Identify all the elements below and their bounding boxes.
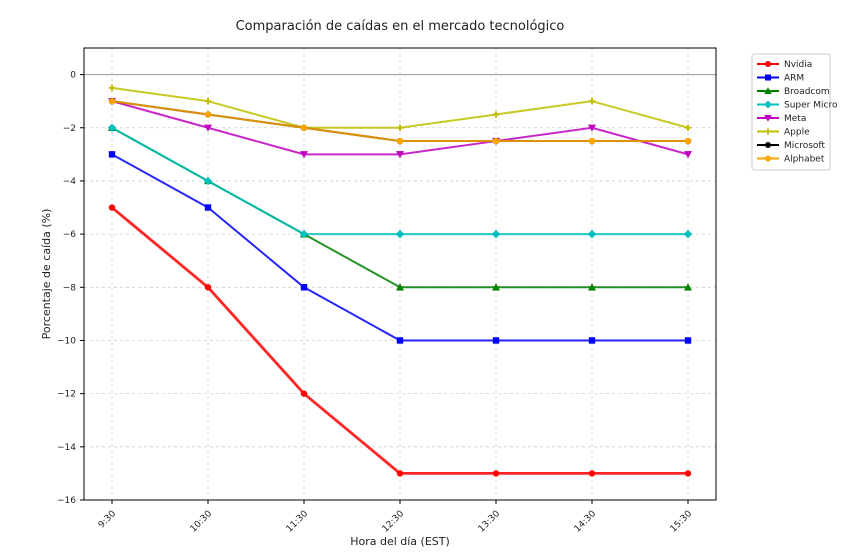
series-alphabet <box>108 97 692 145</box>
legend-item-meta: Meta <box>757 114 806 124</box>
legend-label-arm: ARM <box>784 74 804 84</box>
legend-marker-arm <box>765 74 771 81</box>
legend-marker-apple <box>765 128 771 135</box>
data-point-broadcom <box>396 283 404 291</box>
y-tick-label: −10 <box>57 336 76 346</box>
x-tick-label: 11:30 <box>285 509 311 535</box>
series-super-micro <box>107 123 693 239</box>
legend-label-alphabet: Alphabet <box>784 155 825 165</box>
data-point-apple <box>588 97 596 105</box>
data-point-arm <box>588 337 596 344</box>
data-point-broadcom <box>684 283 692 291</box>
data-point-meta <box>396 151 404 159</box>
y-axis-label: Porcentaje de caída (%) <box>40 209 53 340</box>
data-point-arm <box>684 337 692 344</box>
data-point-nvidia <box>492 470 500 477</box>
legend-item-super-micro: Super Micro <box>757 100 838 111</box>
legend-label-broadcom: Broadcom <box>784 87 830 97</box>
legend-item-alphabet: Alphabet <box>757 155 825 165</box>
legend: Nvidia ARM Broadcom Super Micro Meta Apple Mic… <box>751 53 838 171</box>
grid-lines <box>84 48 716 501</box>
data-point-super-micro <box>491 229 501 239</box>
y-tick-label: −16 <box>57 496 76 506</box>
x-tick-label: 13:30 <box>477 509 503 535</box>
data-point-alphabet <box>396 137 404 145</box>
data-point-alphabet <box>300 124 308 131</box>
x-tick-label: 12:30 <box>381 509 407 535</box>
data-point-super-micro <box>395 229 405 239</box>
legend-label-meta: Meta <box>784 114 806 124</box>
data-point-meta <box>588 124 596 132</box>
legend-items: Nvidia ARM Broadcom Super Micro Meta Apple Mic… <box>757 60 838 165</box>
data-point-alphabet <box>588 137 596 145</box>
y-tick-label: −8 <box>63 283 77 293</box>
data-point-apple <box>396 124 404 131</box>
data-point-nvidia <box>588 470 596 477</box>
legend-label-nvidia: Nvidia <box>784 60 812 70</box>
data-point-arm <box>108 151 116 158</box>
legend-marker-broadcom <box>764 87 772 94</box>
y-tick-label: −2 <box>63 124 76 134</box>
x-tick-label: 14:30 <box>573 509 599 535</box>
legend-item-arm: ARM <box>757 74 804 84</box>
data-point-meta <box>300 151 308 159</box>
data-point-arm <box>204 204 212 211</box>
data-point-super-micro <box>587 229 597 239</box>
data-point-nvidia <box>684 470 692 477</box>
legend-item-apple: Apple <box>757 128 810 138</box>
data-point-alphabet <box>684 137 692 145</box>
data-point-alphabet <box>108 97 116 105</box>
series-layer <box>107 84 693 477</box>
data-point-super-micro <box>683 229 693 239</box>
data-point-broadcom <box>588 283 596 291</box>
legend-marker-microsoft <box>765 142 771 148</box>
data-point-arm <box>492 337 500 344</box>
data-point-apple <box>204 97 212 105</box>
data-point-alphabet <box>492 137 500 145</box>
y-tick-label: −14 <box>57 443 76 453</box>
legend-item-broadcom: Broadcom <box>757 87 830 97</box>
x-tick-label: 9:30 <box>97 509 119 531</box>
x-tick-label: 15:30 <box>669 509 695 535</box>
y-tick-label: −4 <box>63 177 77 187</box>
legend-marker-alphabet <box>765 155 771 162</box>
data-point-arm <box>396 337 404 344</box>
data-point-meta <box>684 151 692 159</box>
legend-marker-nvidia <box>765 61 771 67</box>
data-point-nvidia <box>204 284 212 291</box>
legend-item-nvidia: Nvidia <box>757 60 812 70</box>
x-axis-label: Hora del día (EST) <box>350 535 450 548</box>
data-point-apple <box>108 84 116 92</box>
legend-item-microsoft: Microsoft <box>757 141 825 151</box>
data-point-nvidia <box>300 390 308 397</box>
legend-box <box>751 53 831 171</box>
data-point-super-micro <box>299 229 309 239</box>
y-tick-label: −6 <box>63 230 77 240</box>
series-arm <box>108 151 692 344</box>
data-point-apple <box>684 124 692 131</box>
series-nvidia <box>108 204 692 477</box>
data-point-alphabet <box>204 111 212 118</box>
legend-label-microsoft: Microsoft <box>784 141 825 151</box>
data-point-super-micro <box>203 176 213 186</box>
legend-label-apple: Apple <box>784 128 810 138</box>
x-axis: 9:30 10:30 11:30 12:30 13:30 14:30 15:30 <box>97 500 695 535</box>
y-tick-label: −12 <box>57 390 76 400</box>
data-point-broadcom <box>492 283 500 291</box>
data-point-meta <box>204 124 212 132</box>
legend-label-super-micro: Super Micro <box>784 101 838 111</box>
legend-marker-super-micro <box>764 100 772 109</box>
data-point-arm <box>300 284 308 291</box>
legend-marker-meta <box>764 115 772 122</box>
data-point-apple <box>492 111 500 118</box>
y-axis: 0 −2 −4 −6 −8 −10 −12 −14 −16 <box>57 71 84 506</box>
data-point-super-micro <box>107 123 117 132</box>
chart-title: Comparación de caídas en el mercado tecn… <box>236 19 565 34</box>
data-point-nvidia <box>396 470 404 477</box>
x-tick-label: 10:30 <box>189 509 215 535</box>
data-point-nvidia <box>108 204 116 211</box>
y-tick-label: 0 <box>70 71 76 81</box>
